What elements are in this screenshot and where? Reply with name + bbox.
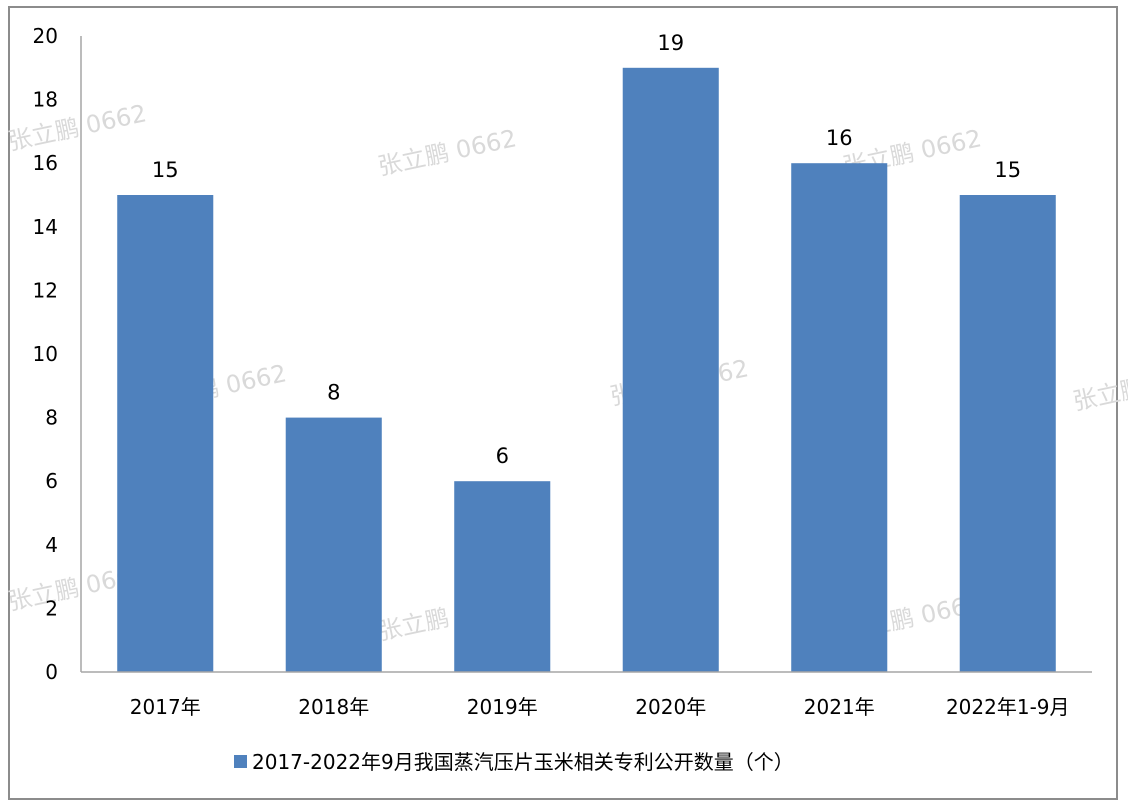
x-axis-ticks: 2017年 2018年 2019年 2020年 2021年 2022年1-9月 <box>130 695 1070 719</box>
y-axis-ticks: 0 2 4 6 8 10 12 14 16 18 20 <box>33 24 58 684</box>
watermark-text: 张立鹏 0662 <box>5 99 148 156</box>
y-tick-label: 14 <box>33 215 58 239</box>
y-tick-label: 10 <box>33 342 58 366</box>
y-tick-label: 0 <box>45 660 58 684</box>
x-tick-label: 2018年 <box>298 695 369 719</box>
y-tick-label: 16 <box>33 151 58 175</box>
bar <box>622 67 719 673</box>
bar <box>454 481 551 672</box>
data-label: 15 <box>152 158 179 182</box>
bar <box>285 417 382 672</box>
data-label: 16 <box>826 126 853 150</box>
y-tick-label: 18 <box>33 88 58 112</box>
data-label: 15 <box>994 158 1021 182</box>
watermark-text: 张立鹏 0662 <box>375 124 518 181</box>
watermark-text: 张立鹏 0662 <box>1070 359 1128 416</box>
data-labels: 15 8 6 19 16 15 <box>152 31 1021 468</box>
data-label: 6 <box>496 444 509 468</box>
y-tick-label: 20 <box>33 24 58 48</box>
y-tick-label: 2 <box>45 596 58 620</box>
y-tick-label: 6 <box>45 469 58 493</box>
x-tick-label: 2021年 <box>804 695 875 719</box>
legend: 2017-2022年9月我国蒸汽压片玉米相关专利公开数量（个） <box>234 750 794 774</box>
legend-swatch <box>234 755 247 768</box>
x-tick-label: 2017年 <box>130 695 201 719</box>
bar <box>791 163 888 672</box>
bar <box>959 195 1056 672</box>
y-tick-label: 8 <box>45 406 58 430</box>
x-tick-label: 2022年1-9月 <box>946 695 1070 719</box>
bars <box>117 67 1056 673</box>
y-tick-label: 4 <box>45 533 58 557</box>
data-label: 19 <box>657 31 684 55</box>
y-tick-label: 12 <box>33 278 58 302</box>
x-tick-label: 2019年 <box>467 695 538 719</box>
data-label: 8 <box>327 381 340 405</box>
x-tick-label: 2020年 <box>635 695 706 719</box>
bar <box>117 195 214 672</box>
legend-label: 2017-2022年9月我国蒸汽压片玉米相关专利公开数量（个） <box>252 750 794 774</box>
